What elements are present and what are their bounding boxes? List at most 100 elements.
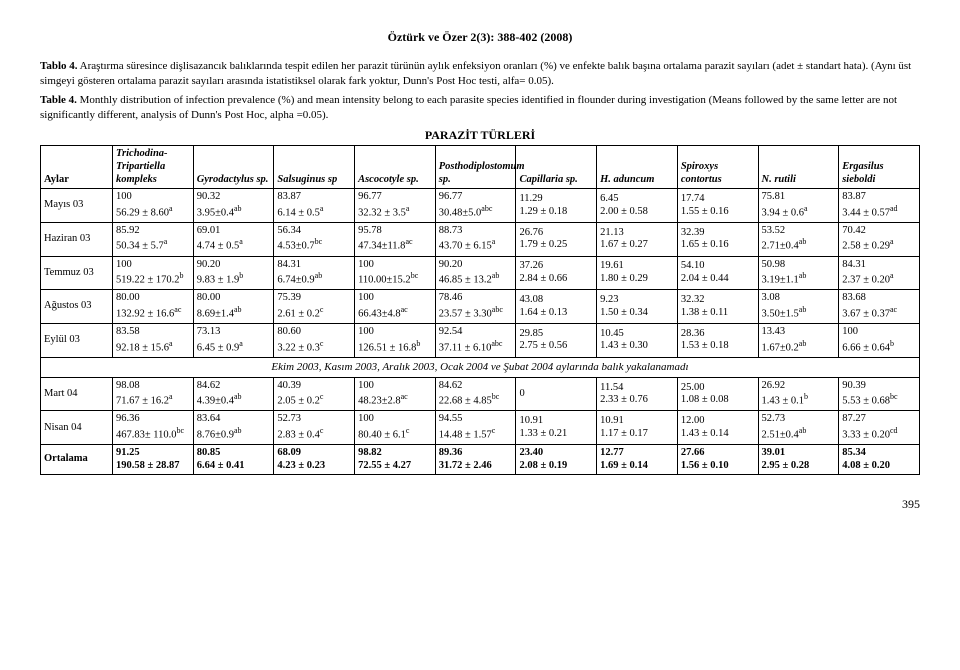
no-catch-row: Ekim 2003, Kasım 2003, Aralık 2003, Ocak… (41, 357, 920, 377)
month-cell: Temmuz 03 (41, 256, 113, 290)
month-cell: Ağustos 03 (41, 290, 113, 324)
data-cell: 84.312.37 ± 0.20a (839, 256, 920, 290)
col-header-spiroxys: Spiroxys contortus (677, 146, 758, 189)
data-cell: 96.7730.48±5.0abc (435, 189, 516, 223)
data-cell: 17.741.55 ± 0.16 (677, 189, 758, 223)
data-cell: 43.081.64 ± 0.13 (516, 290, 597, 324)
data-cell: 13.431.67±0.2ab (758, 323, 839, 357)
data-cell: 80.603.22 ± 0.3c (274, 323, 355, 357)
col-header-aylar: Aylar (41, 146, 113, 189)
month-cell: Mart 04 (41, 377, 113, 411)
caption-en-text: Monthly distribution of infection preval… (40, 94, 897, 121)
data-cell: 50.983.19±1.1ab (758, 256, 839, 290)
data-cell: 83.648.76±0.9ab (193, 411, 274, 445)
data-cell: 1006.66 ± 0.64b (839, 323, 920, 357)
caption-english: Table 4. Monthly distribution of infecti… (40, 93, 920, 123)
month-cell: Mayıs 03 (41, 189, 113, 223)
data-cell: 83.876.14 ± 0.5a (274, 189, 355, 223)
data-cell: 90.2046.85 ± 13.2ab (435, 256, 516, 290)
data-cell: 9.231.50 ± 0.34 (597, 290, 678, 324)
col-header-salsuginus: Salsuginus sp (274, 146, 355, 189)
data-cell: 32.321.38 ± 0.11 (677, 290, 758, 324)
table-row: Temmuz 03100519.22 ± 170.2b90.209.83 ± 1… (41, 256, 920, 290)
month-cell: Ortalama (41, 445, 113, 475)
data-cell: 92.5437.11 ± 6.10abc (435, 323, 516, 357)
caption-turkish: Tablo 4. Araştırma süresince dişlisazanc… (40, 59, 920, 89)
data-cell: 83.873.44 ± 0.57ad (839, 189, 920, 223)
data-cell: 12.001.43 ± 0.14 (677, 411, 758, 445)
data-cell: 52.732.51±0.4ab (758, 411, 839, 445)
data-cell: 26.921.43 ± 0.1b (758, 377, 839, 411)
data-cell: 83.5892.18 ± 15.6a (113, 323, 194, 357)
data-cell: 78.4623.57 ± 3.30abc (435, 290, 516, 324)
data-cell: 100519.22 ± 170.2b (113, 256, 194, 290)
col-header-ascocotyle: Ascocotyle sp. (355, 146, 436, 189)
col-header-ergasilus: Ergasilus sieboldi (839, 146, 920, 189)
data-cell: 73.136.45 ± 0.9a (193, 323, 274, 357)
data-cell: 83.683.67 ± 0.37ac (839, 290, 920, 324)
data-cell: 85.344.08 ± 0.20 (839, 445, 920, 475)
data-cell: 10.911.33 ± 0.21 (516, 411, 597, 445)
caption-tr-text: Araştırma süresince dişlisazancık balıkl… (40, 60, 911, 87)
data-cell: 11.291.29 ± 0.18 (516, 189, 597, 223)
data-cell: 80.008.69±1.4ab (193, 290, 274, 324)
data-cell: 12.771.69 ± 0.14 (597, 445, 678, 475)
data-cell: 95.7847.34±11.8ac (355, 222, 436, 256)
data-cell: 19.611.80 ± 0.29 (597, 256, 678, 290)
data-cell: 26.761.79 ± 0.25 (516, 222, 597, 256)
data-cell: 0 (516, 377, 597, 411)
data-cell: 10066.43±4.8ac (355, 290, 436, 324)
data-cell: 53.522.71±0.4ab (758, 222, 839, 256)
data-table: Aylar Trichodina-Tripartiella kompleks G… (40, 145, 920, 475)
data-cell: 10.451.43 ± 0.30 (597, 323, 678, 357)
month-cell: Nisan 04 (41, 411, 113, 445)
data-cell: 68.094.23 ± 0.23 (274, 445, 355, 475)
table-row: Mart 0498.0871.67 ± 16.2a84.624.39±0.4ab… (41, 377, 920, 411)
table-row: Ağustos 0380.00132.92 ± 16.6ac80.008.69±… (41, 290, 920, 324)
col-header-rutili: N. rutili (758, 146, 839, 189)
data-cell: 87.273.33 ± 0.20cd (839, 411, 920, 445)
data-cell: 69.014.74 ± 0.5a (193, 222, 274, 256)
data-cell: 75.392.61 ± 0.2c (274, 290, 355, 324)
data-cell: 100110.00±15.2bc (355, 256, 436, 290)
data-cell: 54.102.04 ± 0.44 (677, 256, 758, 290)
data-cell: 98.0871.67 ± 16.2a (113, 377, 194, 411)
data-cell: 84.624.39±0.4ab (193, 377, 274, 411)
data-cell: 96.36467.83± 110.0bc (113, 411, 194, 445)
data-cell: 56.344.53±0.7bc (274, 222, 355, 256)
data-cell: 85.9250.34 ± 5.7a (113, 222, 194, 256)
month-cell: Haziran 03 (41, 222, 113, 256)
col-header-gyrodactylus: Gyrodactylus sp. (193, 146, 274, 189)
data-cell: 84.316.74±0.9ab (274, 256, 355, 290)
data-cell: 90.209.83 ± 1.9b (193, 256, 274, 290)
data-cell: 98.8272.55 ± 4.27 (355, 445, 436, 475)
data-cell: 91.25190.58 ± 28.87 (113, 445, 194, 475)
data-cell: 84.6222.68 ± 4.85bc (435, 377, 516, 411)
data-cell: 40.392.05 ± 0.2c (274, 377, 355, 411)
data-cell: 21.131.67 ± 0.27 (597, 222, 678, 256)
data-cell: 90.323.95±0.4ab (193, 189, 274, 223)
col-header-capillaria: Capillaria sp. (516, 146, 597, 189)
table-row: Eylül 0383.5892.18 ± 15.6a73.136.45 ± 0.… (41, 323, 920, 357)
data-cell: 10.911.17 ± 0.17 (597, 411, 678, 445)
data-cell: 100126.51 ± 16.8b (355, 323, 436, 357)
data-cell: 6.452.00 ± 0.58 (597, 189, 678, 223)
caption-tr-label: Tablo 4. (40, 60, 78, 72)
data-cell: 29.852.75 ± 0.56 (516, 323, 597, 357)
col-header-trichodina: Trichodina-Tripartiella kompleks (113, 146, 194, 189)
data-cell: 52.732.83 ± 0.4c (274, 411, 355, 445)
table-row: Ortalama91.25190.58 ± 28.8780.856.64 ± 0… (41, 445, 920, 475)
col-header-aduncum: H. aduncum (597, 146, 678, 189)
no-catch-text: Ekim 2003, Kasım 2003, Aralık 2003, Ocak… (41, 357, 920, 377)
page-number: 395 (40, 497, 920, 512)
table-header-row: Aylar Trichodina-Tripartiella kompleks G… (41, 146, 920, 189)
data-cell: 11.542.33 ± 0.76 (597, 377, 678, 411)
data-cell: 32.391.65 ± 0.16 (677, 222, 758, 256)
data-cell: 89.3631.72 ± 2.46 (435, 445, 516, 475)
table-row: Mayıs 0310056.29 ± 8.60a90.323.95±0.4ab8… (41, 189, 920, 223)
caption-en-label: Table 4. (40, 94, 77, 106)
data-cell: 10048.23±2.8ac (355, 377, 436, 411)
month-cell: Eylül 03 (41, 323, 113, 357)
data-cell: 28.361.53 ± 0.18 (677, 323, 758, 357)
data-cell: 39.012.95 ± 0.28 (758, 445, 839, 475)
